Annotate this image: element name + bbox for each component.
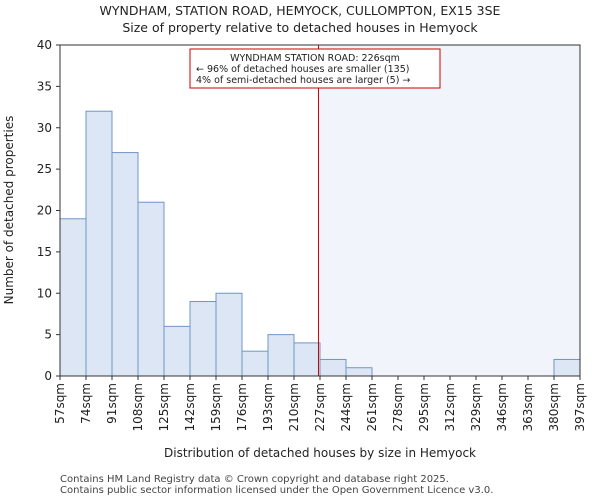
bar-chart: 0 5 10 15 20 25 30 35 40 57sqm 74sqm 91sqm 108sqm 12…: [2, 38, 587, 460]
x-tick-label-176sqm: 176sqm: [235, 383, 249, 431]
y-tick-label-10: 10: [37, 286, 52, 300]
chart-title: WYNDHAM, STATION ROAD, HEMYOCK, CULLOMPT…: [99, 3, 501, 18]
bar-159sqm: [215, 292, 243, 377]
y-tick-label-30: 30: [37, 121, 52, 135]
x-tick-label-346sqm: 346sqm: [495, 383, 509, 431]
bar-193sqm: [267, 334, 295, 377]
annotation-line-1: WYNDHAM STATION ROAD: 226sqm: [230, 53, 400, 64]
bar-108sqm: [137, 201, 165, 377]
x-tick-label-244sqm: 244sqm: [339, 383, 353, 431]
x-tick-label-125sqm: 125sqm: [157, 383, 171, 431]
x-tick-label-108sqm: 108sqm: [131, 383, 145, 431]
x-tick-label-363sqm: 363sqm: [521, 383, 535, 431]
bar-210sqm: [293, 342, 321, 377]
x-tick-label-210sqm: 210sqm: [287, 383, 301, 431]
annotation-line-2: ← 96% of detached houses are smaller (13…: [196, 64, 409, 75]
x-tick-label-193sqm: 193sqm: [261, 383, 275, 431]
x-tick-label-159sqm: 159sqm: [209, 383, 223, 431]
bar-380sqm: [553, 358, 581, 377]
x-tick-label-227sqm: 227sqm: [313, 383, 327, 431]
x-tick-label-91sqm: 91sqm: [105, 383, 119, 424]
x-tick-label-278sqm: 278sqm: [391, 383, 405, 431]
y-tick-label-25: 25: [37, 162, 52, 176]
x-tick-label-261sqm: 261sqm: [365, 383, 379, 431]
bar-244sqm: [345, 367, 373, 377]
bar-57sqm: [59, 218, 87, 377]
x-tick-label-57sqm: 57sqm: [53, 383, 67, 424]
annotation-line-3: 4% of semi-detached houses are larger (5…: [196, 75, 410, 86]
annotation-box: [189, 48, 441, 89]
y-tick-label-20: 20: [37, 204, 52, 218]
bar-125sqm: [163, 325, 191, 377]
x-axis-label: Distribution of detached houses by size …: [164, 446, 476, 460]
y-axis-label: Number of detached properties: [2, 116, 16, 305]
x-tick-label-74sqm: 74sqm: [79, 383, 93, 424]
footer-line-1: Contains HM Land Registry data © Crown c…: [60, 474, 449, 485]
x-tick-label-380sqm: 380sqm: [547, 383, 561, 431]
chart-subtitle: Size of property relative to detached ho…: [122, 20, 478, 35]
y-tick-label-40: 40: [37, 38, 52, 52]
footer-line-2: Contains public sector information licen…: [60, 485, 494, 496]
y-tick-label-35: 35: [37, 79, 52, 93]
y-tick-label-0: 0: [44, 369, 52, 383]
y-tick-label-15: 15: [37, 245, 52, 259]
x-tick-label-329sqm: 329sqm: [469, 383, 483, 431]
bar-176sqm: [241, 350, 269, 377]
x-tick-label-142sqm: 142sqm: [183, 383, 197, 431]
bar-227sqm: [319, 358, 347, 377]
x-tick-label-295sqm: 295sqm: [417, 383, 431, 431]
bar-142sqm: [189, 301, 217, 377]
bar-74sqm: [85, 110, 113, 377]
x-tick-label-397sqm: 397sqm: [573, 383, 587, 431]
larger-region-shade: [318, 45, 580, 376]
x-tick-label-312sqm: 312sqm: [443, 383, 457, 431]
bar-91sqm: [111, 152, 139, 377]
y-tick-label-5: 5: [44, 328, 52, 342]
